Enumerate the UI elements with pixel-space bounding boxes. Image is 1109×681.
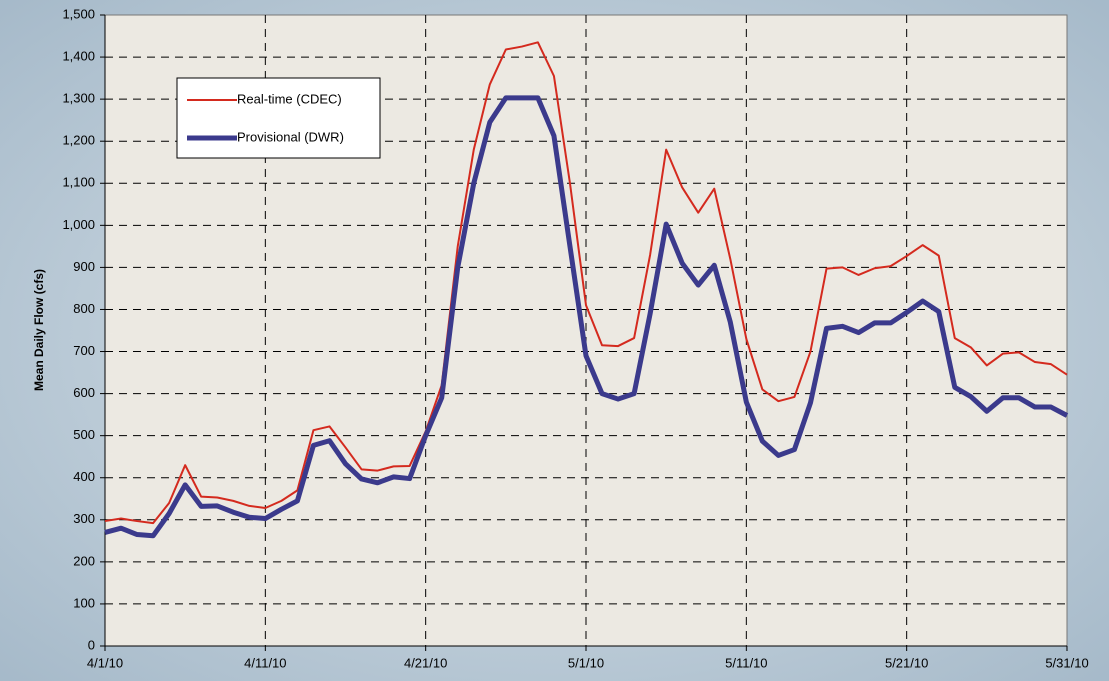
- y-tick-label: 900: [73, 259, 95, 274]
- y-tick-label: 400: [73, 469, 95, 484]
- series-line: [104, 95, 1069, 539]
- x-tick-label: 5/31/10: [1045, 655, 1088, 670]
- legend-label: Real-time (CDEC): [237, 91, 342, 106]
- y-tick-label: 1,200: [62, 133, 95, 148]
- y-tick-label: 600: [73, 385, 95, 400]
- y-tick-label: 0: [88, 637, 95, 652]
- y-tick-label: 1,500: [62, 6, 95, 21]
- y-tick-label: 1,000: [62, 217, 95, 232]
- x-tick-label: 4/1/10: [87, 655, 123, 670]
- y-tick-label: 1,300: [62, 91, 95, 106]
- x-tick-label: 5/1/10: [568, 655, 604, 670]
- y-axis-label: Mean Daily Flow (cfs): [32, 269, 46, 391]
- y-tick-label: 700: [73, 343, 95, 358]
- y-tick-label: 300: [73, 511, 95, 526]
- y-tick-label: 1,100: [62, 175, 95, 190]
- y-tick-label: 500: [73, 427, 95, 442]
- legend-box: [176, 77, 381, 159]
- x-tick-label: 5/11/10: [725, 655, 767, 670]
- y-tick-label: 200: [73, 553, 95, 568]
- legend-label: Provisional (DWR): [237, 129, 344, 144]
- x-tick-label: 5/21/10: [885, 655, 928, 670]
- y-tick-label: 1,400: [62, 49, 95, 64]
- x-tick-label: 4/21/10: [404, 655, 447, 670]
- series-line: [104, 41, 1068, 525]
- x-tick-label: 4/11/10: [244, 655, 286, 670]
- legend: Real-time (CDEC) Provisional (DWR): [176, 77, 381, 159]
- y-tick-label: 100: [73, 595, 95, 610]
- y-tick-label: 800: [73, 301, 95, 316]
